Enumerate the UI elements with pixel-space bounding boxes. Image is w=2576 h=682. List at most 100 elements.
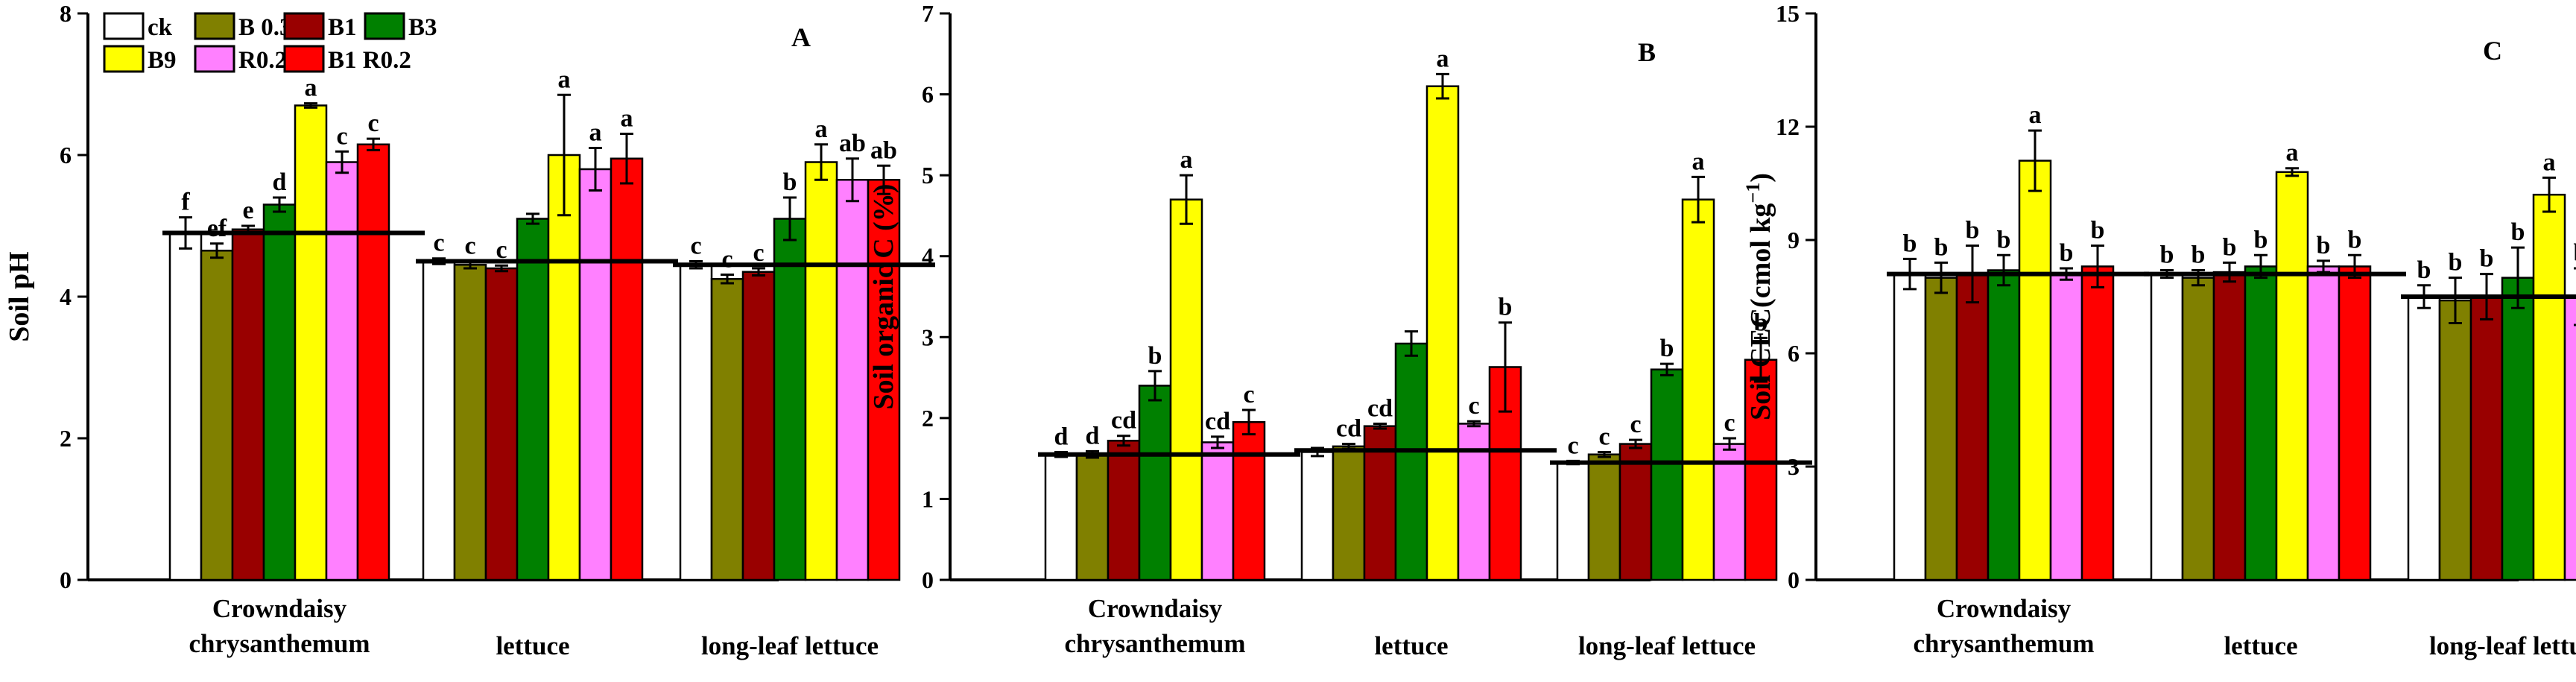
y-tick-label: 8 (60, 0, 72, 27)
significance-letter: e (242, 197, 253, 224)
significance-letter: cd (1111, 407, 1136, 435)
significance-letter: b (1903, 230, 1917, 257)
bar (2183, 278, 2214, 580)
legend-swatch (365, 13, 404, 39)
significance-letter: d (1086, 422, 1100, 449)
significance-letter: b (2511, 218, 2525, 246)
bar (2502, 278, 2534, 580)
significance-letter: c (1468, 392, 1479, 420)
y-tick-label: 15 (1776, 0, 1800, 27)
y-tick-label: 0 (1788, 566, 1800, 593)
significance-letter: b (2417, 256, 2431, 284)
significance-letter: c (1724, 409, 1735, 437)
significance-letter: c (1598, 423, 1610, 450)
significance-letter: c (367, 110, 379, 137)
significance-letter: a (2029, 101, 2042, 129)
bar (358, 145, 389, 580)
y-axis-label-tail: ) (1745, 173, 1776, 183)
significance-letter: b (1934, 233, 1949, 261)
y-tick-label: 4 (922, 243, 934, 270)
bar (1589, 455, 1620, 580)
bar (1458, 423, 1490, 580)
bar (1333, 446, 1364, 580)
bar (1396, 344, 1427, 580)
significance-letter: b (1997, 226, 2011, 253)
significance-letter: a (815, 116, 828, 143)
significance-letter: d (1054, 423, 1069, 450)
significance-letter: d (273, 168, 287, 196)
y-tick-label: 2 (60, 425, 72, 452)
legend-swatch (195, 13, 234, 39)
y-axis-label: Soil CEC(cmol kg−1) (1742, 173, 1777, 420)
bar (1302, 452, 1333, 580)
significance-letter: c (336, 122, 347, 150)
y-axis-label-superscript: −1 (1742, 183, 1764, 203)
significance-letter: a (589, 119, 602, 147)
bar (1077, 455, 1108, 580)
bar (1427, 86, 1458, 580)
y-tick-label: 0 (60, 566, 72, 593)
bar (2440, 300, 2471, 580)
y-tick-label: 3 (1788, 453, 1800, 480)
bar (2051, 274, 2082, 580)
bar (1957, 274, 1988, 580)
significance-letter: f (181, 189, 190, 216)
bar (2082, 266, 2113, 580)
bar (2308, 266, 2339, 580)
significance-letter: c (464, 233, 475, 260)
bar (1045, 455, 1077, 580)
bar (1139, 385, 1171, 580)
significance-letter: b (1966, 217, 1980, 244)
y-tick-label: 6 (60, 142, 72, 168)
significance-letter: b (2091, 217, 2105, 244)
bar (2565, 297, 2576, 580)
bar (1988, 271, 2019, 580)
x-category-label: lettuce (496, 631, 569, 660)
significance-letter: cd (1367, 394, 1393, 422)
y-axis-label: Soil pH (4, 251, 35, 341)
legend-label: B3 (408, 14, 437, 41)
y-axis-label: Soil organic C (%) (868, 184, 899, 410)
panel-label: A (791, 22, 811, 52)
x-category-label: Crowndaisy (212, 594, 347, 623)
significance-letter: b (783, 168, 797, 196)
bar (264, 205, 295, 581)
bar (1202, 442, 1233, 580)
significance-letter: a (621, 105, 633, 133)
bar (611, 159, 642, 580)
bar (295, 106, 326, 581)
significance-letter: b (2160, 241, 2174, 269)
significance-letter: b (1660, 335, 1674, 362)
y-tick-label: 7 (922, 0, 934, 27)
y-tick-label: 2 (922, 405, 934, 432)
significance-letter: a (558, 66, 571, 93)
significance-letter: ab (839, 130, 866, 157)
bar (837, 180, 868, 580)
significance-letter: b (2480, 245, 2494, 273)
bar (2019, 161, 2051, 580)
legend-swatch (104, 13, 143, 39)
significance-letter: b (1499, 294, 1513, 321)
legend-entry: R0.2 (195, 46, 287, 74)
bar (2534, 195, 2565, 580)
significance-letter: c (1243, 381, 1254, 408)
significance-letter: c (433, 230, 444, 257)
significance-letter: b (2254, 226, 2268, 253)
bar (1683, 200, 1714, 580)
legend-swatch (285, 13, 323, 39)
legend-entry: B1 (285, 13, 357, 41)
legend-label: ck (148, 14, 173, 41)
significance-letter: b (2574, 239, 2576, 267)
bar (2214, 272, 2245, 580)
bar (2276, 172, 2308, 580)
bar (170, 233, 201, 581)
bar (1651, 370, 1683, 580)
